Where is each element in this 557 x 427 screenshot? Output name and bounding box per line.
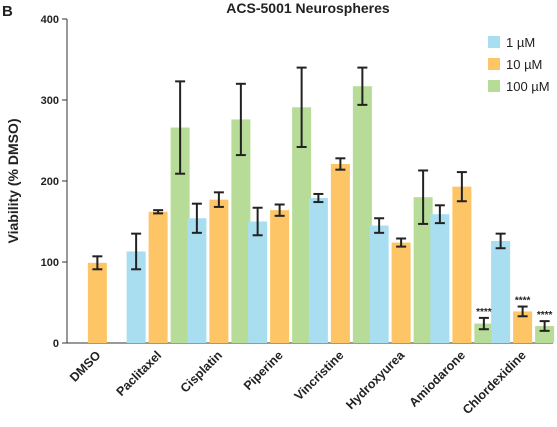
x-tick-label: Paclitaxel	[114, 348, 165, 399]
y-tick-label: 100	[41, 257, 59, 269]
significance-annotation: ****	[476, 307, 492, 318]
bar	[352, 86, 372, 343]
x-tick-label: Hydroxyurea	[343, 347, 408, 412]
bar	[87, 262, 107, 343]
legend-swatch	[488, 80, 500, 92]
legend: 1 µM 10 µM 100 µM	[488, 35, 550, 94]
bar	[126, 251, 146, 343]
bar	[148, 211, 168, 343]
x-tick-label: Piperine	[241, 348, 286, 393]
bar	[270, 210, 290, 343]
bar	[491, 240, 511, 343]
y-axis-label: Viability (% DMSO)	[5, 119, 21, 244]
x-tick-label: Vincristine	[292, 348, 347, 403]
bar	[513, 311, 533, 343]
bar	[330, 163, 350, 343]
y-tick-label: 200	[41, 176, 59, 188]
x-tick-label: Cisplatin	[178, 348, 225, 395]
bar	[452, 186, 472, 343]
x-tick-label: Chlordexidine	[460, 348, 529, 417]
y-tick-label: 300	[41, 95, 59, 107]
legend-label: 100 µM	[506, 79, 550, 94]
chart-title: ACS-5001 Neurospheres	[226, 0, 390, 16]
x-tick-labels: DMSO Paclitaxel Cisplatin Piperine Vincristi…	[67, 347, 529, 417]
annotations: **** **** ****	[476, 296, 552, 322]
legend-label: 10 µM	[506, 57, 542, 72]
legend-label: 1 µM	[506, 35, 535, 50]
bar	[170, 127, 190, 343]
x-tick-label: Amiodarone	[407, 348, 468, 409]
bar	[369, 225, 389, 343]
significance-annotation: ****	[537, 310, 553, 321]
legend-swatch	[488, 58, 500, 70]
legend-swatch	[488, 36, 500, 48]
x-tick-label: DMSO	[67, 348, 104, 385]
bar	[391, 242, 411, 343]
bar	[308, 198, 328, 343]
y-tick-label: 400	[41, 14, 59, 26]
bar	[187, 218, 207, 343]
bar	[430, 214, 450, 343]
panel-label: B	[2, 3, 13, 20]
significance-annotation: ****	[515, 296, 531, 307]
bar	[209, 199, 229, 343]
bars	[87, 86, 555, 343]
bar	[292, 107, 312, 343]
error-bars	[92, 66, 550, 332]
axes: 0 100 200 300 400	[41, 14, 553, 350]
bar	[231, 119, 251, 343]
y-tick-label: 0	[53, 338, 59, 350]
bar	[413, 197, 433, 343]
bar	[248, 221, 268, 343]
